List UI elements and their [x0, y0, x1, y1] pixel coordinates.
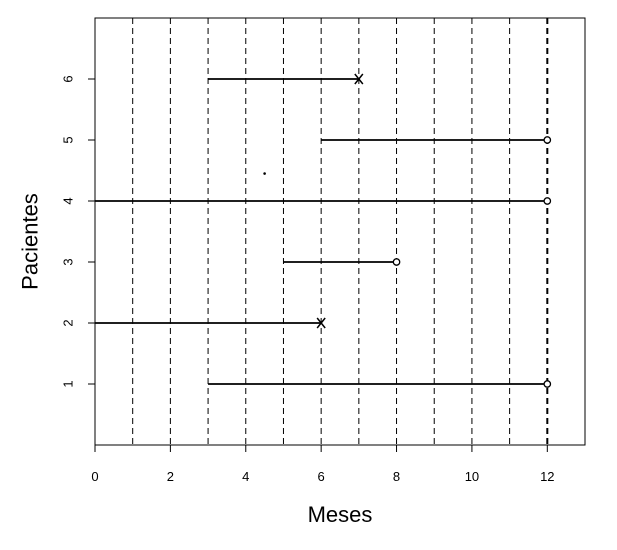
y-tick-label: 1: [61, 380, 76, 387]
reference-lines: [132, 18, 549, 445]
x-tick-label: 0: [91, 469, 98, 484]
y-tick-label: 2: [61, 319, 76, 326]
y-tick-label: 5: [61, 136, 76, 143]
x-tick-label: 12: [540, 469, 554, 484]
y-tick-label: 6: [61, 75, 76, 82]
stray-dot: [263, 172, 266, 175]
patient-5-censor-marker: [543, 136, 552, 144]
x-axis: 0 2 4 6 8 10 12: [91, 445, 555, 484]
patient-segments: [95, 78, 548, 385]
y-tick-label: 4: [61, 197, 76, 204]
x-tick-label: 4: [242, 469, 249, 484]
x-tick-label: 6: [318, 469, 325, 484]
x-tick-label: 10: [465, 469, 479, 484]
patient-6-death-marker: [354, 73, 364, 85]
x-tick-label: 8: [393, 469, 400, 484]
death-marker-stroke: [354, 73, 364, 85]
patient-2-death-marker: [316, 317, 326, 329]
patient-3-censor-marker: [392, 258, 401, 266]
patient-1-censor-marker: [543, 380, 552, 388]
patient-4-censor-marker: [543, 197, 552, 205]
plot-frame: [94, 17, 586, 446]
y-tick-label: 3: [61, 258, 76, 265]
death-marker-stroke: [316, 317, 326, 329]
y-axis: 1 2 3 4 5 6: [61, 75, 95, 388]
y-axis-title: Pacientes: [18, 193, 43, 290]
x-axis-title: Meses: [308, 502, 373, 527]
x-tick-label: 2: [167, 469, 174, 484]
event-markers: [263, 73, 552, 388]
